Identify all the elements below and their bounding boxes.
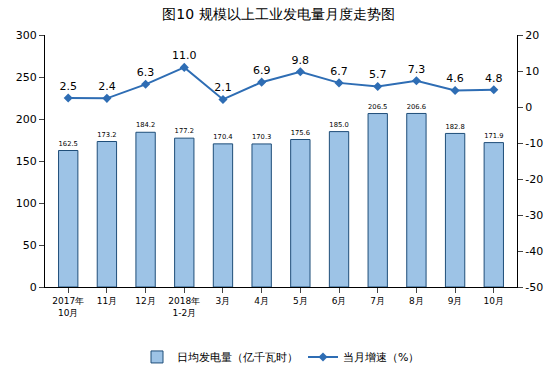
svg-text:11.0: 11.0 xyxy=(172,49,197,62)
svg-text:4.8: 4.8 xyxy=(485,72,503,85)
svg-text:200: 200 xyxy=(16,113,37,126)
svg-text:170.3: 170.3 xyxy=(252,133,271,141)
svg-text:6.3: 6.3 xyxy=(137,66,155,79)
svg-text:7月: 7月 xyxy=(370,296,385,306)
svg-text:日均发电量（亿千瓦时）: 日均发电量（亿千瓦时） xyxy=(177,351,298,364)
svg-text:182.8: 182.8 xyxy=(445,123,464,131)
svg-text:-20: -20 xyxy=(525,173,543,186)
svg-text:2018年1-2月: 2018年1-2月 xyxy=(168,296,200,318)
svg-text:184.2: 184.2 xyxy=(136,121,155,129)
svg-text:5.7: 5.7 xyxy=(369,68,387,81)
svg-text:9.8: 9.8 xyxy=(292,54,310,67)
svg-text:-30: -30 xyxy=(525,209,543,222)
svg-text:11月: 11月 xyxy=(97,296,117,306)
svg-text:2.4: 2.4 xyxy=(98,80,116,93)
svg-text:-40: -40 xyxy=(525,245,543,258)
svg-text:150: 150 xyxy=(16,155,37,168)
svg-text:100: 100 xyxy=(16,197,37,210)
svg-text:2.5: 2.5 xyxy=(59,80,77,93)
svg-text:10: 10 xyxy=(525,65,539,78)
svg-text:7.3: 7.3 xyxy=(408,63,426,76)
svg-text:173.2: 173.2 xyxy=(97,131,116,139)
svg-text:0: 0 xyxy=(30,281,37,294)
svg-text:2017年10月: 2017年10月 xyxy=(52,296,84,318)
svg-text:9月: 9月 xyxy=(448,296,463,306)
svg-text:20: 20 xyxy=(525,29,539,42)
svg-text:-10: -10 xyxy=(525,137,543,150)
svg-text:171.9: 171.9 xyxy=(484,132,503,140)
svg-text:250: 250 xyxy=(16,71,37,84)
svg-text:3月: 3月 xyxy=(216,296,231,306)
svg-text:4月: 4月 xyxy=(254,296,269,306)
svg-text:206.5: 206.5 xyxy=(368,103,387,111)
svg-text:6.9: 6.9 xyxy=(253,64,271,77)
svg-text:10月: 10月 xyxy=(484,296,504,306)
svg-text:-50: -50 xyxy=(525,281,543,294)
svg-text:6月: 6月 xyxy=(332,296,347,306)
svg-text:0: 0 xyxy=(525,101,532,114)
svg-text:当月增速（%）: 当月增速（%） xyxy=(343,351,419,364)
svg-text:5月: 5月 xyxy=(293,296,308,306)
svg-text:12月: 12月 xyxy=(135,296,155,306)
svg-text:8月: 8月 xyxy=(409,296,424,306)
svg-text:4.6: 4.6 xyxy=(446,72,464,85)
svg-text:图10 规模以上工业发电量月度走势图: 图10 规模以上工业发电量月度走势图 xyxy=(162,6,394,22)
svg-text:6.7: 6.7 xyxy=(330,65,348,78)
svg-text:175.6: 175.6 xyxy=(291,129,310,137)
svg-text:50: 50 xyxy=(23,239,37,252)
svg-text:300: 300 xyxy=(16,29,37,42)
svg-text:177.2: 177.2 xyxy=(175,127,194,135)
svg-text:185.0: 185.0 xyxy=(329,121,348,129)
svg-text:206.6: 206.6 xyxy=(407,103,426,111)
svg-text:2.1: 2.1 xyxy=(214,81,232,94)
svg-text:170.4: 170.4 xyxy=(213,133,232,141)
svg-text:162.5: 162.5 xyxy=(59,140,78,148)
